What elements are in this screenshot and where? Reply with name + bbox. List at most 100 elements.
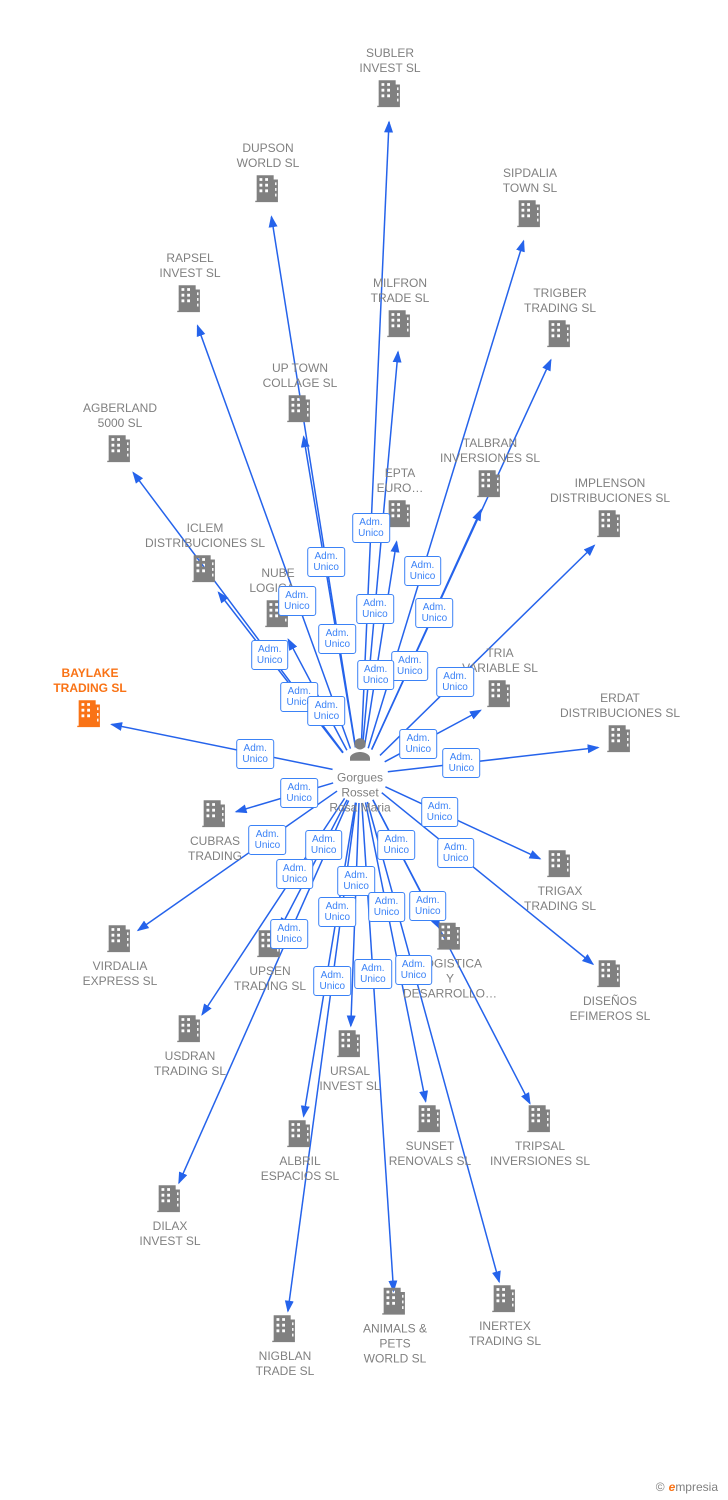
company-node[interactable]: DILAXINVEST SL — [105, 1181, 235, 1249]
company-node[interactable]: UPSENTRADING SL — [205, 926, 335, 994]
company-node[interactable]: BAYLAKETRADING SL — [25, 666, 155, 734]
building-icon — [378, 1284, 412, 1318]
company-label: UP TOWNCOLLAGE SL — [235, 361, 365, 391]
building-icon — [153, 1181, 187, 1215]
building-icon — [513, 196, 547, 230]
edge-label: Adm. Unico — [337, 866, 375, 896]
edge-line — [361, 122, 389, 747]
building-icon — [543, 316, 577, 350]
center-person-node[interactable]: GorguesRossetRosa Maria — [305, 735, 415, 816]
company-node[interactable]: TRIGAXTRADING SL — [495, 846, 625, 914]
building-icon — [383, 496, 417, 530]
building-icon — [433, 919, 467, 953]
network-diagram: GorguesRossetRosa Maria SUBLERINVEST SL D… — [0, 0, 728, 1500]
company-label: NUBELOGICA… — [213, 566, 343, 596]
company-node[interactable]: AGBERLAND5000 SL — [55, 401, 185, 469]
building-icon — [413, 1101, 447, 1135]
edge-label: Adm. Unico — [318, 897, 356, 927]
company-label: DISEÑOSEFIMEROS SL — [545, 994, 675, 1024]
edge-label: Adm. Unico — [391, 651, 429, 681]
company-node[interactable]: SIPDALIATOWN SL — [465, 166, 595, 234]
company-node[interactable]: EPTAEURO… — [335, 466, 465, 534]
company-node[interactable]: VIRDALIAEXPRESS SL — [55, 921, 185, 989]
company-node[interactable]: URSALINVEST SL — [285, 1026, 415, 1094]
company-label: BAYLAKETRADING SL — [25, 666, 155, 696]
brand-rest: mpresia — [675, 1480, 718, 1494]
company-label: USDRANTRADING SL — [125, 1049, 255, 1079]
center-label: GorguesRossetRosa Maria — [305, 771, 415, 816]
company-node[interactable]: NUBELOGICA… — [213, 566, 343, 634]
company-label: DILAXINVEST SL — [105, 1219, 235, 1249]
company-label: DUPSONWORLD SL — [203, 141, 333, 171]
company-node[interactable]: DISEÑOSEFIMEROS SL — [545, 956, 675, 1024]
building-icon — [543, 846, 577, 880]
edge-label: Adm. Unico — [356, 594, 394, 624]
company-node[interactable]: LOGISTICAYDESARROLLO… — [385, 919, 515, 1002]
building-icon — [198, 796, 232, 830]
building-icon — [261, 596, 295, 630]
company-label: TRIGAXTRADING SL — [495, 884, 625, 914]
company-label: TRIAVARIABLE SL — [435, 646, 565, 676]
building-icon — [523, 1101, 557, 1135]
company-node[interactable]: ALBRILESPACIOS SL — [235, 1116, 365, 1184]
company-label: VIRDALIAEXPRESS SL — [55, 959, 185, 989]
company-label: ALBRILESPACIOS SL — [235, 1154, 365, 1184]
company-label: TRIGBERTRADING SL — [495, 286, 625, 316]
edge-label: Adm. Unico — [357, 660, 395, 690]
building-icon — [593, 506, 627, 540]
building-icon — [103, 431, 137, 465]
company-label: UPSENTRADING SL — [205, 964, 335, 994]
company-node[interactable]: TRIAVARIABLE SL — [435, 646, 565, 714]
company-node[interactable]: RAPSELINVEST SL — [125, 251, 255, 319]
copyright-symbol: © — [656, 1480, 665, 1494]
building-icon — [253, 926, 287, 960]
company-label: SUBLERINVEST SL — [325, 46, 455, 76]
company-node[interactable]: IMPLENSONDISTRIBUCIONES SL — [545, 476, 675, 544]
building-icon — [488, 1281, 522, 1315]
company-node[interactable]: TRIGBERTRADING SL — [495, 286, 625, 354]
company-node[interactable]: NIGBLANTRADE SL — [220, 1311, 350, 1379]
company-node[interactable]: DUPSONWORLD SL — [203, 141, 333, 209]
building-icon — [103, 921, 137, 955]
edge-line — [373, 800, 440, 929]
company-label: ERDATDISTRIBUCIONES SL — [555, 691, 685, 721]
company-label: RAPSELINVEST SL — [125, 251, 255, 281]
company-label: EPTAEURO… — [335, 466, 465, 496]
edge-label: Adm. Unico — [421, 797, 459, 827]
company-node[interactable]: CUBRASTRADING — [150, 796, 280, 864]
building-icon — [473, 466, 507, 500]
company-node[interactable]: USDRANTRADING SL — [125, 1011, 255, 1079]
company-node[interactable]: SUBLERINVEST SL — [325, 46, 455, 114]
edge-label: Adm. Unico — [276, 859, 314, 889]
edge-label: Adm. Unico — [416, 598, 454, 628]
building-icon — [283, 1116, 317, 1150]
company-label: AGBERLAND5000 SL — [55, 401, 185, 431]
company-node[interactable]: UP TOWNCOLLAGE SL — [235, 361, 365, 429]
company-node[interactable]: ERDATDISTRIBUCIONES SL — [555, 691, 685, 759]
edge-label: Adm. Unico — [443, 748, 481, 778]
building-icon — [283, 391, 317, 425]
building-icon — [251, 171, 285, 205]
edge-line — [363, 352, 399, 747]
edge-label: Adm. Unico — [409, 891, 447, 921]
company-label: CUBRASTRADING — [150, 834, 280, 864]
building-icon — [173, 1011, 207, 1045]
company-node[interactable]: TRIPSALINVERSIONES SL — [475, 1101, 605, 1169]
company-label: LOGISTICAYDESARROLLO… — [385, 957, 515, 1002]
company-node[interactable]: MILFRONTRADE SL — [335, 276, 465, 344]
person-icon — [345, 735, 375, 765]
building-icon — [173, 281, 207, 315]
edge-label: Adm. Unico — [404, 556, 442, 586]
company-label: NIGBLANTRADE SL — [220, 1349, 350, 1379]
company-label: TALBRANINVERSIONES SL — [425, 436, 555, 466]
company-label: URSALINVEST SL — [285, 1064, 415, 1094]
building-icon — [593, 956, 627, 990]
building-icon — [268, 1311, 302, 1345]
edge-label: Adm. Unico — [378, 830, 416, 860]
building-icon — [483, 676, 517, 710]
edge-line — [351, 803, 359, 1026]
building-icon — [603, 721, 637, 755]
edge-label: Adm. Unico — [251, 640, 289, 670]
building-icon — [73, 696, 107, 730]
company-label: MILFRONTRADE SL — [335, 276, 465, 306]
